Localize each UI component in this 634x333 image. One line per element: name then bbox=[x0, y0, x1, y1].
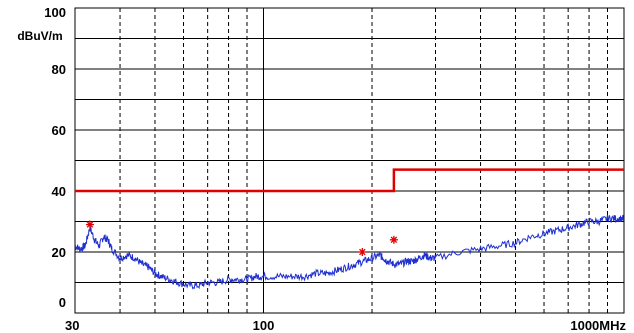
y-tick-label: 100 bbox=[44, 5, 66, 20]
y-axis-unit-label: dBuV/m bbox=[17, 29, 62, 43]
minor-gridlines bbox=[119, 8, 609, 313]
measurement-trace bbox=[74, 214, 625, 290]
peak-marker-stroke bbox=[359, 248, 366, 256]
peak-marker bbox=[85, 220, 94, 229]
peak-marker-stroke bbox=[86, 221, 94, 228]
x-tick-label: 100 bbox=[253, 318, 275, 333]
y-tick-labels: 100 80 60 40 20 0 bbox=[44, 5, 66, 310]
x-tick-label: 1000MHz bbox=[570, 318, 626, 333]
x-tick-label: 30 bbox=[65, 318, 79, 333]
y-tick-label: 40 bbox=[52, 184, 66, 199]
peak-marker bbox=[358, 248, 367, 256]
y-tick-label: 0 bbox=[59, 295, 66, 310]
y-tick-label: 20 bbox=[52, 245, 66, 260]
plot-frame bbox=[74, 7, 625, 314]
y-tick-label: 80 bbox=[52, 62, 66, 77]
peak-markers bbox=[85, 220, 398, 256]
x-tick-labels: 30 100 1000MHz bbox=[65, 318, 626, 333]
peak-marker bbox=[389, 235, 398, 244]
peak-marker-stroke bbox=[390, 236, 398, 244]
limit-line bbox=[75, 168, 624, 193]
major-gridlines bbox=[75, 8, 624, 313]
y-tick-label: 60 bbox=[52, 123, 66, 138]
